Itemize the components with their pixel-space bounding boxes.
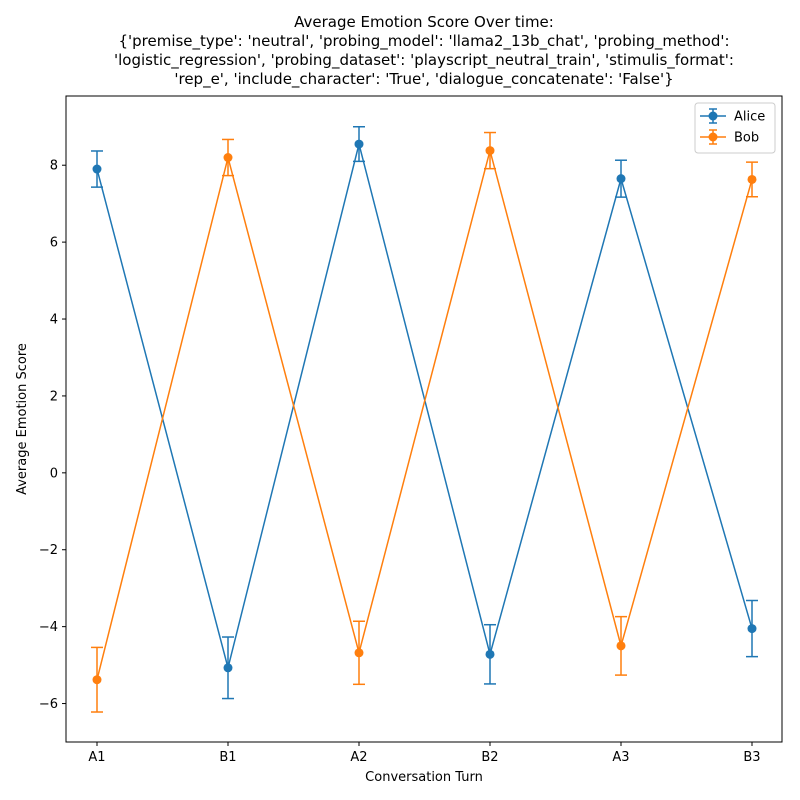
x-tick-label: B2	[481, 750, 498, 765]
data-point	[485, 649, 495, 659]
y-axis-ticks: −6 −4 −2 0 2 4 6 8	[39, 159, 66, 712]
data-point	[223, 663, 233, 673]
legend-label: Alice	[734, 110, 765, 125]
data-point	[223, 153, 233, 163]
data-point	[92, 164, 102, 174]
legend: Alice Bob	[694, 102, 776, 154]
plot-frame	[65, 95, 783, 743]
legend-item-alice: Alice	[700, 108, 765, 125]
y-tick-label: −2	[39, 543, 58, 558]
data-point	[616, 641, 626, 651]
data-point	[354, 139, 364, 149]
x-tick-label: A2	[350, 750, 367, 765]
legend-label: Bob	[734, 131, 759, 146]
legend-item-bob: Bob	[700, 129, 759, 146]
plot-content	[91, 126, 758, 713]
y-tick-label: 0	[50, 466, 58, 481]
title-line-3: 'logistic_regression', 'probing_dataset'…	[114, 51, 734, 70]
x-axis-ticks: A1 B1 A2 B2 A3 B3	[88, 742, 761, 765]
y-tick-label: −4	[39, 620, 58, 635]
x-axis-label: Conversation Turn	[365, 770, 483, 785]
data-point	[747, 624, 757, 634]
data-point	[747, 174, 757, 184]
y-axis-label: Average Emotion Score	[15, 343, 30, 495]
chart-title: Average Emotion Score Over time: {'premi…	[114, 13, 734, 89]
x-tick-label: A1	[88, 750, 105, 765]
x-tick-label: B1	[219, 750, 236, 765]
legend-marker	[708, 111, 718, 121]
series-line	[96, 143, 753, 668]
y-tick-label: 4	[50, 313, 58, 328]
x-tick-label: A3	[612, 750, 629, 765]
y-tick-label: −6	[39, 697, 58, 712]
title-line-2: {'premise_type': 'neutral', 'probing_mod…	[118, 32, 729, 51]
x-tick-label: B3	[743, 750, 760, 765]
series-alice	[91, 126, 758, 700]
y-tick-label: 8	[50, 159, 58, 174]
data-point	[354, 648, 364, 658]
title-line-4: 'rep_e', 'include_character': 'True', 'd…	[174, 70, 673, 89]
data-point	[485, 146, 495, 156]
title-line-1: Average Emotion Score Over time:	[294, 13, 554, 31]
data-point	[616, 174, 626, 184]
series-bob	[91, 131, 758, 713]
series-line	[96, 147, 753, 680]
y-tick-label: 2	[50, 389, 58, 404]
legend-marker	[708, 132, 718, 142]
y-tick-label: 6	[50, 236, 58, 251]
data-point	[92, 675, 102, 685]
